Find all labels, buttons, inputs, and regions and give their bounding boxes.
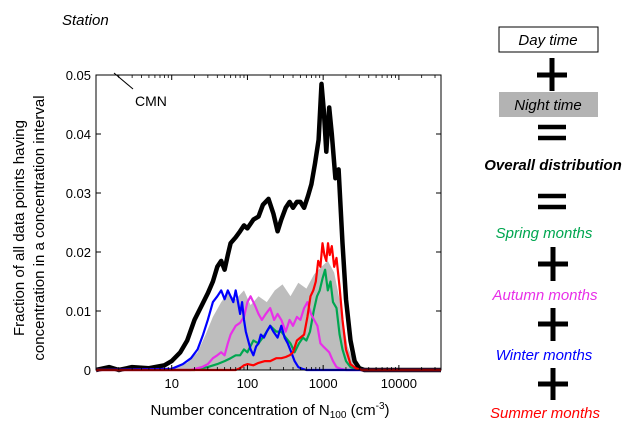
y-tick-label-0.02: 0.02	[66, 245, 91, 260]
station-label: Station	[62, 12, 109, 29]
y-axis-title-line2: concentration in a concentration interva…	[31, 95, 48, 360]
plus-icon	[538, 247, 568, 281]
x-axis-title-subscript: 100	[330, 410, 347, 421]
legend-autumn-label: Autumn months	[491, 287, 598, 304]
x-tick-label-100: 100	[237, 376, 259, 391]
legend-spring-label: Spring months	[496, 225, 593, 242]
panel-label-cmn: CMN	[135, 93, 167, 109]
x-axis-title-unit-open: (cm	[346, 402, 375, 419]
plus-icon	[537, 58, 567, 91]
plus-icon	[538, 368, 568, 400]
x-tick-label-10: 10	[164, 376, 178, 391]
x-axis-title: Number concentration of N100 (cm-3)	[150, 401, 389, 421]
x-tick-label-1000: 1000	[309, 376, 338, 391]
y-axis-title-line1: Fraction of all data points having	[11, 120, 28, 336]
y-tick-label-0.04: 0.04	[66, 127, 91, 142]
x-axis-title-prefix: Number concentration of N	[150, 402, 329, 419]
legend-night-label: Night time	[514, 97, 582, 114]
station-pointer	[113, 72, 134, 90]
y-tick-label-0.01: 0.01	[66, 304, 91, 319]
series-overall-line	[95, 81, 441, 373]
series-summer-line	[96, 242, 441, 372]
equals-icon	[538, 193, 566, 210]
legend: Day time Night time Overall distribution…	[484, 26, 622, 422]
y-axis-title: Fraction of all data points having conce…	[11, 95, 48, 360]
equals-icon	[538, 124, 566, 141]
plot-area: 10 100 1000 10000 0 0.01 0.02 0.03 0.04 0.05 CMN	[66, 68, 442, 391]
y-tick-label-0.05: 0.05	[66, 68, 91, 83]
legend-day-box	[498, 26, 599, 53]
y-tick-label-0.03: 0.03	[66, 186, 91, 201]
x-axis-title-unit-sup: -3	[376, 401, 385, 412]
legend-overall-label: Overall distribution	[484, 157, 622, 174]
legend-winter-label: Winter months	[496, 347, 593, 364]
x-axis-title-unit-close: )	[385, 402, 390, 419]
series-layer	[95, 81, 441, 373]
series-night-area	[96, 260, 441, 370]
series-autumn-line	[96, 295, 441, 372]
series-winter-line	[95, 289, 441, 372]
legend-summer-label: Summer months	[490, 405, 601, 422]
legend-night-box	[499, 92, 598, 117]
plus-icon	[538, 308, 568, 341]
legend-day-label: Day time	[518, 32, 577, 49]
x-tick-label-10000: 10000	[381, 376, 417, 391]
plot-frame	[95, 74, 442, 371]
y-tick-label-0: 0	[84, 363, 91, 378]
ticks-layer: 10 100 1000 10000 0 0.01 0.02 0.03 0.04 0.05	[66, 68, 441, 391]
series-spring-line	[96, 268, 441, 372]
